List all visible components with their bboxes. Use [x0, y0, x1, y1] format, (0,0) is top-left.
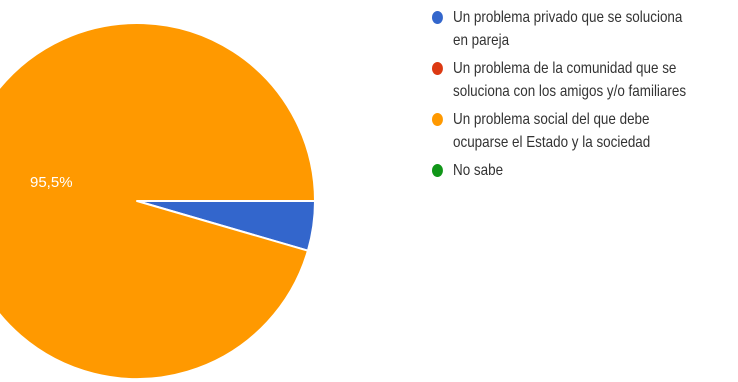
legend-swatch-privado	[432, 11, 443, 24]
legend-item-privado[interactable]: Un problema privado que se soluciona en …	[432, 6, 738, 52]
legend-swatch-no-sabe	[432, 164, 443, 177]
legend-item-no-sabe[interactable]: No sabe	[432, 159, 738, 182]
legend-swatch-social	[432, 113, 443, 126]
legend-label-comunidad-line1: Un problema de la comunidad que se	[453, 60, 677, 77]
legend-item-social[interactable]: Un problema social del que debe ocuparse…	[432, 108, 738, 154]
legend-swatch-comunidad	[432, 62, 443, 75]
legend-label-comunidad-line2: soluciona con los amigos y/o familiares	[453, 83, 687, 100]
legend-label-no-sabe: No sabe	[453, 162, 504, 179]
legend-label-privado-line1: Un problema privado que se soluciona	[453, 9, 683, 26]
pie-data-label: 95,5%	[30, 174, 73, 191]
legend-label-social-line2: ocuparse el Estado y la sociedad	[453, 134, 651, 151]
legend-item-comunidad[interactable]: Un problema de la comunidad que se soluc…	[432, 57, 738, 103]
legend: Un problema privado que se soluciona en …	[432, 6, 732, 187]
legend-label-privado-line2: en pareja	[453, 32, 510, 49]
legend-label-social-line1: Un problema social del que debe	[453, 111, 650, 128]
pie-slice-social[interactable]	[0, 22, 316, 380]
